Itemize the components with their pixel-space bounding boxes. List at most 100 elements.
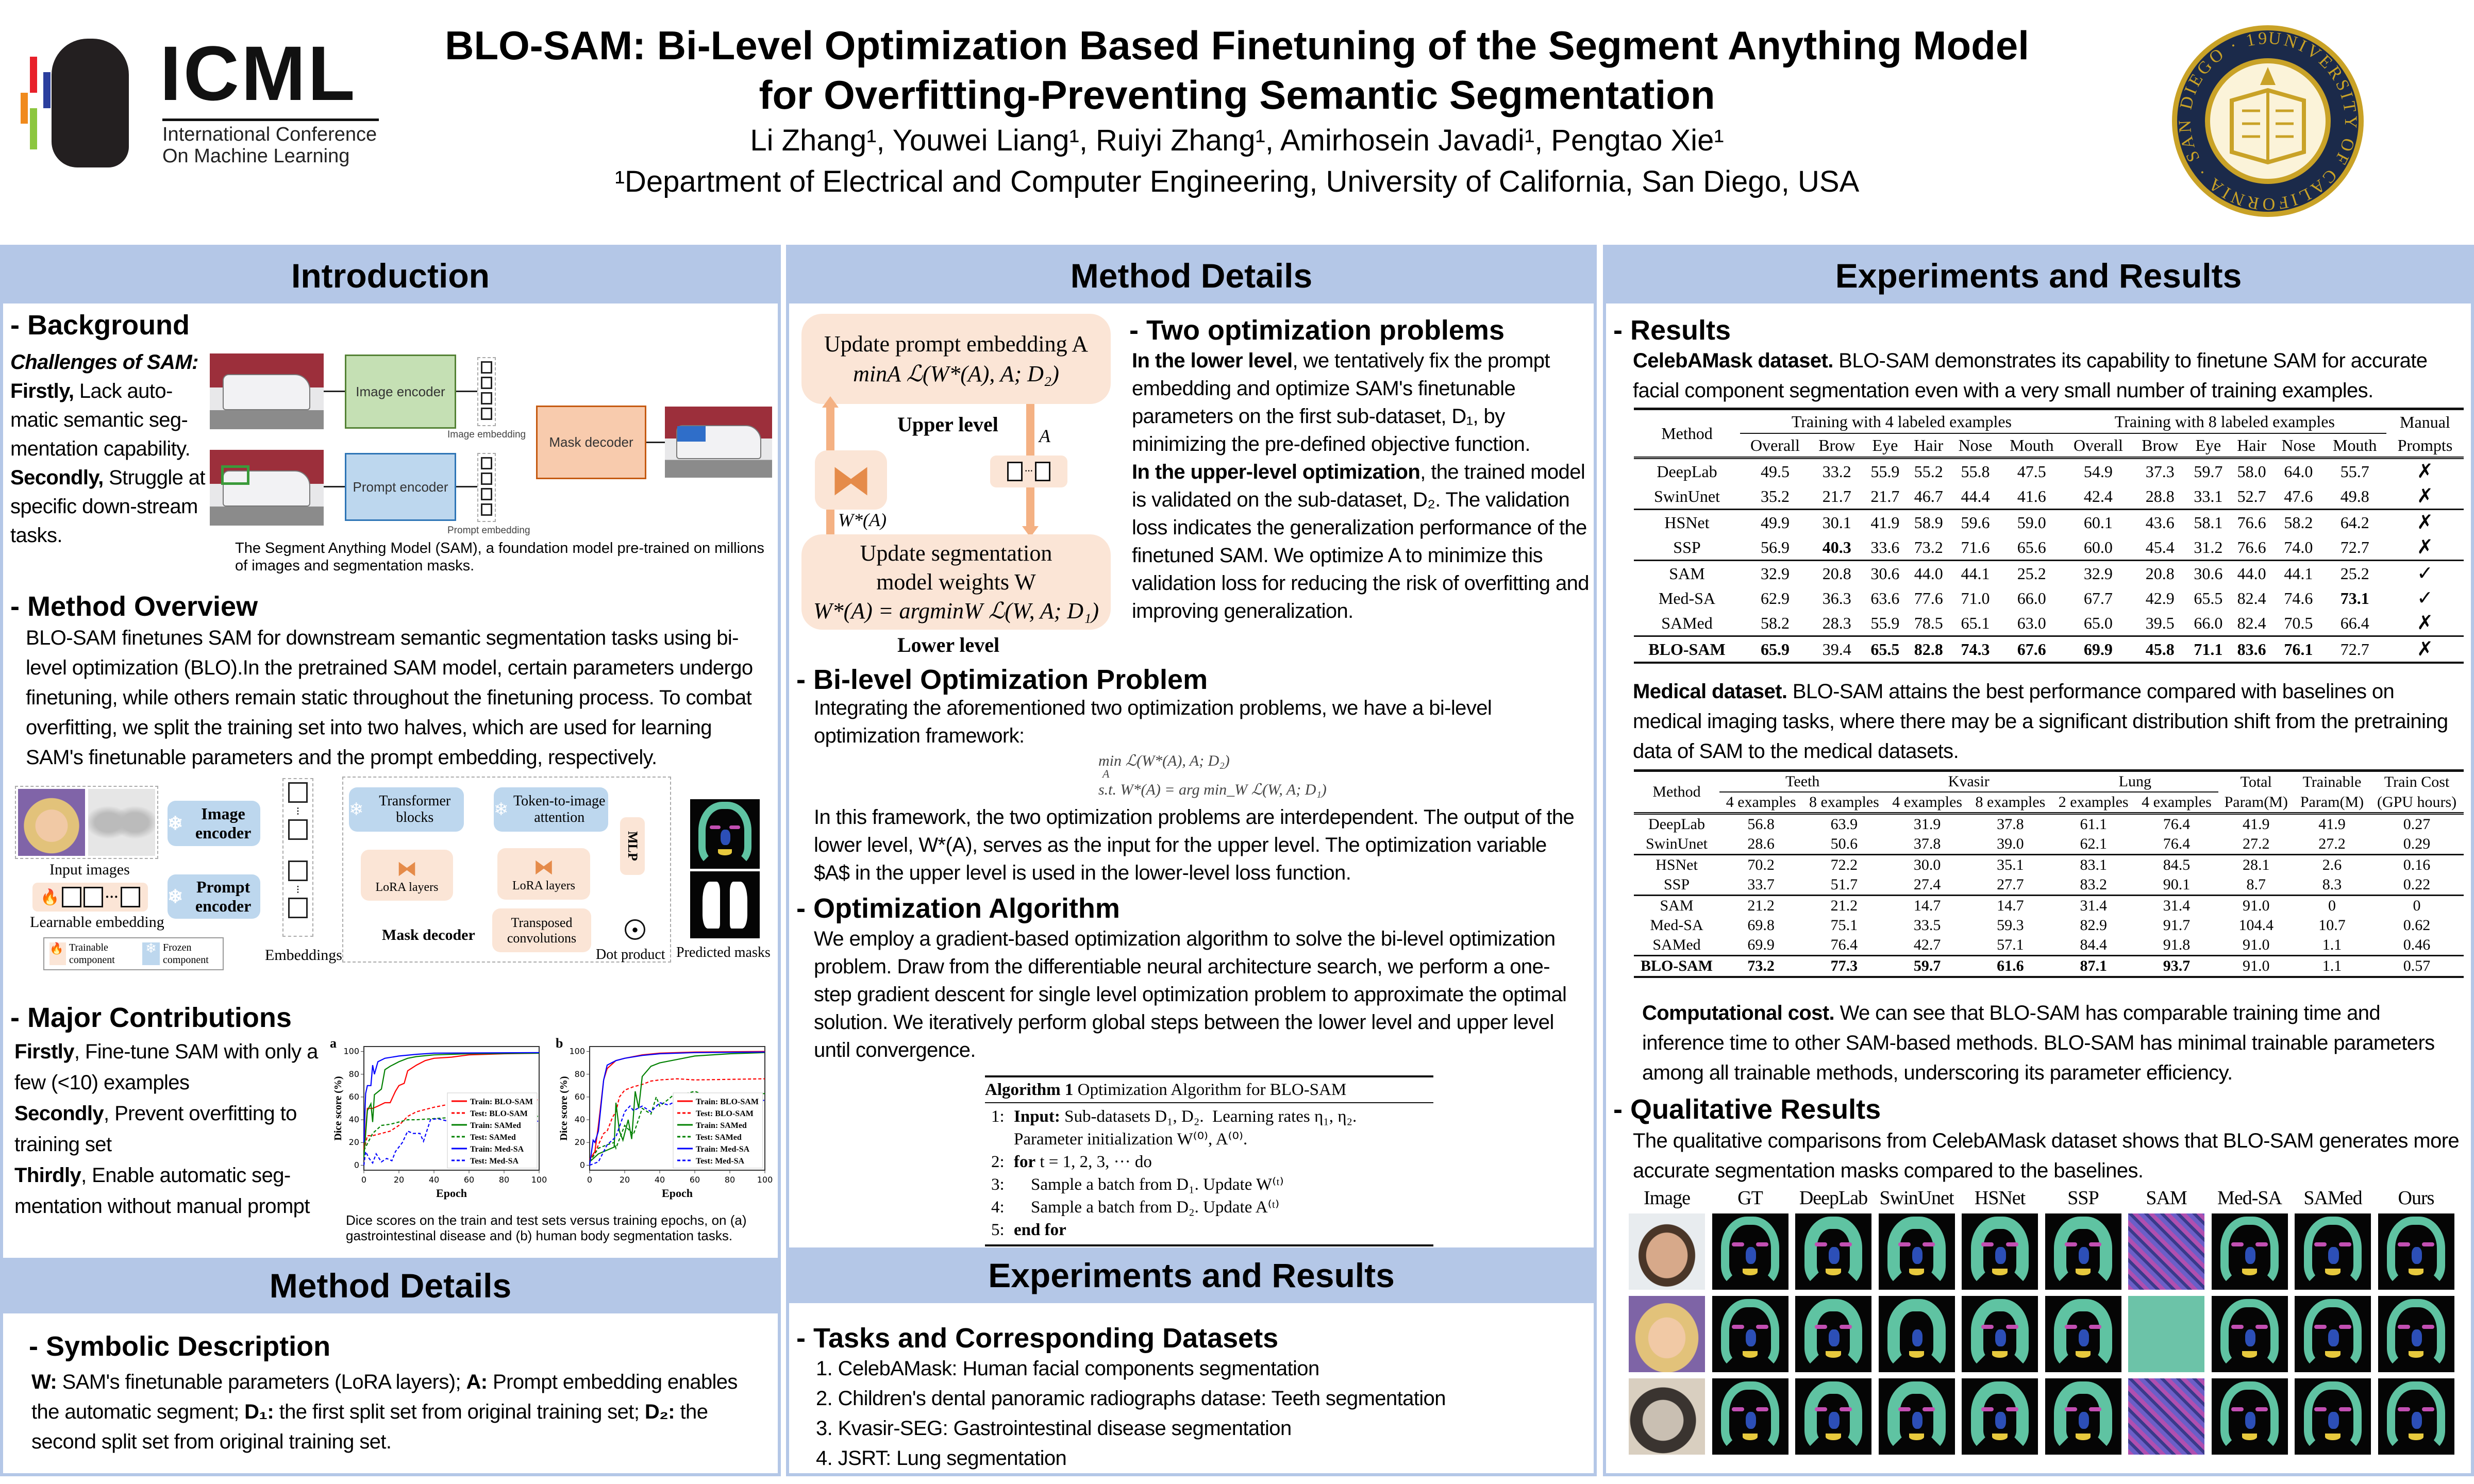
table-cell: 39.4 [1822, 640, 1851, 659]
y-tick-label: 40 [575, 1115, 585, 1124]
table-cell: 49.8 [2340, 487, 2369, 505]
table-cell: 73.1 [2340, 589, 2369, 608]
table-row: DeepLab 49.5 33.2 55.9 55.2 55.8 47.5 54.9 37.3 5… [1634, 458, 2464, 484]
table-cell: 14.7 [1997, 897, 2024, 914]
line-keyword: end for [1014, 1221, 1066, 1239]
table-cell: 41.9 [2318, 816, 2346, 833]
transposed-convolutions: Transposed convolutions [492, 908, 591, 952]
segmentation-mask [1795, 1296, 1871, 1372]
upper-level-label: Upper level [897, 413, 998, 436]
transformer-blocks: ❄ Transformer blocks [349, 787, 464, 832]
method-cell: DeepLab [1657, 462, 1717, 481]
table-cell: 37.3 [2145, 462, 2175, 481]
poster-title-line-2: for Overfitting-Preventing Semantic Segm… [759, 72, 1715, 117]
table-cell: 35.1 [1997, 856, 2024, 873]
tasks-list: 1. CelebAMask: Human facial components s… [816, 1354, 1584, 1473]
y-tick-label: 20 [349, 1137, 359, 1147]
line-text: Parameter initialization W⁽⁰⁾, A⁽⁰⁾. [1014, 1130, 1248, 1149]
table-cell: 60.0 [2083, 538, 2113, 556]
segmentation-mask [2128, 1213, 2204, 1290]
qualitative-column-label: Med-SA [2217, 1187, 2282, 1209]
column-header: 8 examples [1809, 794, 1879, 811]
w-star-label: W*(A) [838, 510, 887, 530]
table-cell: 58.9 [1914, 513, 1943, 532]
table-cell: 58.0 [2237, 462, 2266, 481]
xray-input-image [88, 789, 155, 856]
table-cell: 70.2 [1747, 856, 1775, 873]
qualitative-text: The qualitative comparisons from CelebAM… [1633, 1129, 2460, 1182]
flame-icon: 🔥 [49, 942, 66, 965]
table-cell: 82.4 [2237, 589, 2266, 608]
table-row: SwinUnet 28.6 50.6 37.8 39.0 62.1 76.4 27.2 27.2… [1634, 834, 2464, 855]
table-cell: 77.3 [1830, 957, 1858, 974]
equation-subscript: A [1102, 767, 1110, 780]
table-cell: 61.6 [1997, 957, 2024, 974]
column-group-header: Kvasir [1885, 772, 2052, 792]
bowtie-icon: ⧓ [533, 855, 554, 879]
contribution-text: , Fine-tune SAM with only a few (<10) ex… [14, 1040, 318, 1094]
table-cell: 0.57 [2403, 957, 2431, 974]
predicted-face-mask [690, 799, 760, 869]
algorithm-heading: - Optimization Algorithm [796, 893, 1120, 924]
table-subheader-row: Overall Brow Eye Hair Nose Mouth Overall Brow Ey… [1634, 433, 2464, 458]
x-tick-label: 100 [531, 1175, 547, 1185]
icml-logo: ICML International Conference On Machine… [21, 31, 381, 170]
column-group-header: Training with 8 labeled examples [2063, 410, 2386, 434]
cost-body: We can see that BLO-SAM has comparable t… [1642, 1002, 2435, 1084]
chart-caption: Dice scores on the train and test sets v… [346, 1212, 747, 1243]
lower-level-text: , we tentatively fix the prompt embeddin… [1132, 349, 1550, 456]
algorithm-line: 1: Input: Sub-datasets D₁, D₂. Learning r… [991, 1105, 1433, 1128]
table-cell: 20.8 [1822, 564, 1851, 583]
algorithm-box: Algorithm 1 Optimization Algorithm for B… [985, 1075, 1433, 1246]
table-cell: 21.7 [1870, 487, 1900, 505]
column-header: Param(M) [2224, 793, 2288, 811]
cost-text: Computational cost. We can see that BLO-… [1642, 998, 2462, 1088]
table-cell: 47.5 [2017, 462, 2046, 481]
section-title-method-details: Method Details [789, 248, 1594, 303]
column-header: Method [1652, 783, 1701, 800]
image-embedding-label: Image embedding [447, 429, 526, 440]
table-cell: 84.4 [2080, 936, 2107, 953]
table-cell: 55.2 [1914, 462, 1943, 481]
arrow-icon [456, 391, 477, 392]
lora-1-label: LoRA layers [375, 880, 439, 894]
car-input-image [210, 353, 324, 429]
column-header: Overall [1750, 436, 1800, 454]
table-cell: 0.62 [2403, 917, 2431, 934]
table-cell: 54.9 [2083, 462, 2113, 481]
arrow-icon [324, 391, 345, 392]
upper-box-title: Update prompt embedding A [824, 331, 1088, 357]
column-header: Param(M) [2300, 793, 2364, 811]
d1-symbol: D₁: [244, 1401, 274, 1423]
mask-decoder-group [342, 777, 671, 963]
mask-decoder-label: Mask decoder [382, 926, 475, 943]
algorithm-line: 5: end for [991, 1219, 1433, 1241]
line-number: 2: [991, 1153, 1005, 1171]
segmentation-mask [1712, 1296, 1788, 1372]
prompt-encoder-label: Prompt encoder [195, 878, 252, 915]
image-encoder-label: Image encoder [195, 804, 252, 842]
column-header: Eye [1872, 436, 1898, 454]
segmentation-mask [1962, 1213, 2038, 1290]
x-tick-label: 40 [429, 1175, 439, 1185]
method-cell: SwinUnet [1653, 487, 1720, 505]
results-heading: - Results [1613, 315, 1731, 346]
segmentation-mask [2295, 1378, 2371, 1455]
table-cell: 28.3 [1822, 614, 1851, 632]
table-cell: 69.9 [1747, 936, 1775, 953]
logo-divider [162, 119, 379, 121]
d2-description: the second split set from original train… [31, 1401, 708, 1453]
bilevel-equation-1: min ℒ(W*(A), A; D₂) A [1098, 753, 1230, 780]
qualitative-column-label: GT [1737, 1187, 1763, 1209]
table-cell: 21.2 [1830, 897, 1858, 914]
table-cell: 93.7 [2163, 957, 2191, 974]
column-header: Prompts [2397, 435, 2453, 454]
tasks-heading: - Tasks and Corresponding Datasets [796, 1323, 1279, 1354]
contributions-heading: - Major Contributions [10, 1002, 292, 1033]
medical-body: BLO-SAM attains the best performance com… [1633, 680, 2448, 763]
x-tick-label: 0 [361, 1175, 366, 1185]
upper-box-equation: minA ℒ(W*(A), A; D₂) [853, 361, 1059, 386]
x-tick-label: 40 [655, 1175, 665, 1185]
algorithm-title: Optimization Algorithm for BLO-SAM [1073, 1081, 1347, 1099]
table-cell: 82.9 [2080, 917, 2107, 934]
